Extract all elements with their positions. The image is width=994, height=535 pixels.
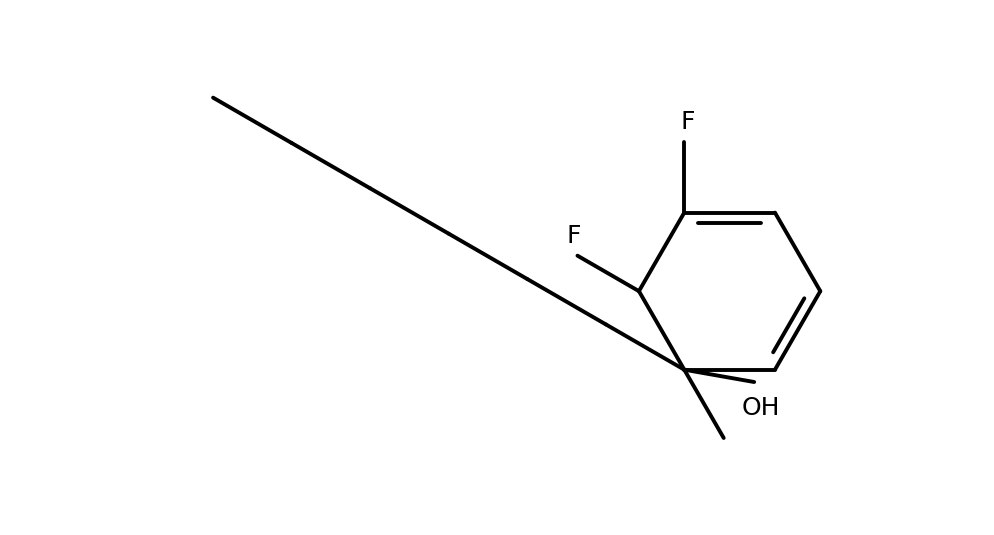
Text: F: F — [681, 110, 696, 134]
Text: OH: OH — [742, 396, 779, 420]
Text: F: F — [567, 224, 580, 248]
